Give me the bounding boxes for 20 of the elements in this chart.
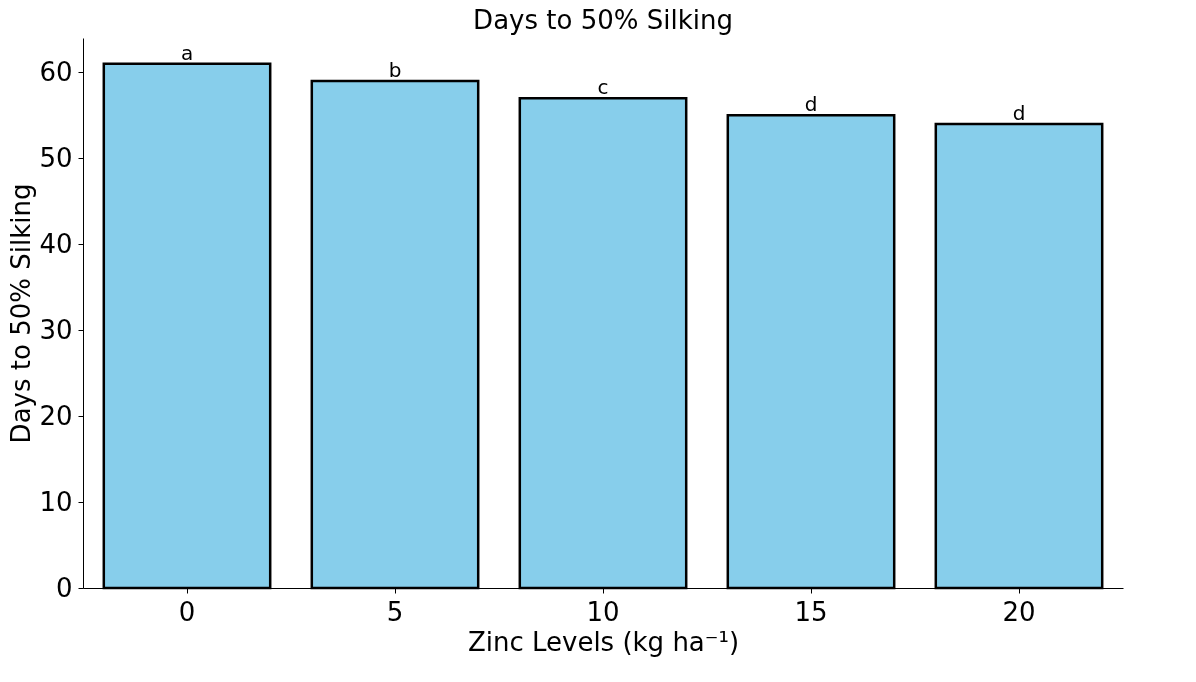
data-label: c [597, 75, 609, 100]
data-label: d [804, 92, 818, 117]
y-tick-label: 30 [39, 314, 73, 345]
x-axis-title: Zinc Levels (kg ha⁻¹) [467, 626, 740, 657]
y-tick-label: 20 [39, 400, 73, 431]
y-tick-label: 50 [39, 142, 73, 173]
data-label: d [1012, 100, 1026, 125]
x-tick-label: 5 [386, 596, 404, 627]
data-label: b [388, 57, 402, 82]
y-tick-label: 60 [39, 56, 73, 87]
chart-title: Days to 50% Silking [473, 5, 733, 35]
x-tick-label: 10 [586, 596, 620, 627]
x-tick-label: 20 [1002, 596, 1036, 627]
y-tick-label: 10 [39, 486, 73, 517]
y-tick-label: 40 [39, 228, 73, 259]
y-tick-label: 0 [55, 572, 73, 603]
x-tick-label: 0 [178, 596, 196, 627]
x-tick-label: 15 [794, 596, 828, 627]
data-label: a [180, 40, 194, 65]
y-axis-title: Days to 50% Silking [6, 183, 37, 444]
